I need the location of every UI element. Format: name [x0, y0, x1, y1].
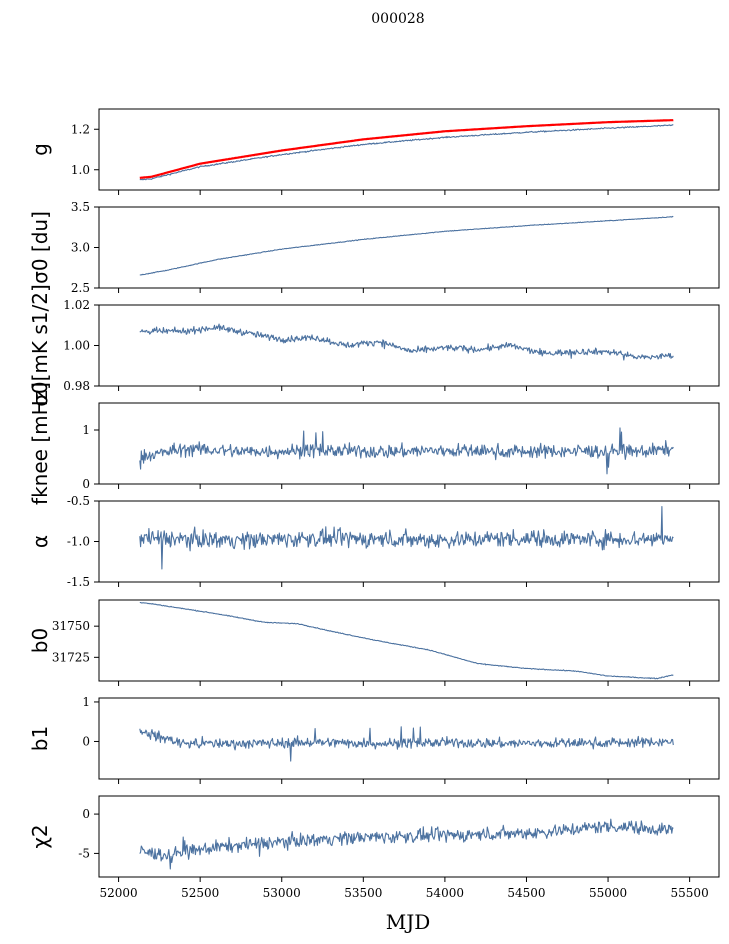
y-axis-label: χ2 — [28, 824, 52, 848]
panel-4: 0 1 fknee [mHz] — [28, 382, 720, 505]
y-axis-label: g — [28, 143, 52, 156]
panel-frame — [98, 108, 720, 191]
y-tick-label: 2.5 — [71, 281, 90, 295]
panel-3: 0.98 1.00 1.02 σ0[mK s1/2] — [28, 284, 720, 407]
y-axis-label: α — [28, 535, 52, 548]
y-tick-label: 0 — [82, 807, 90, 821]
y-axis-label: σ0 [du] — [28, 211, 52, 284]
panels: 1.0 1.2 g 2.5 3.0 3.5 σ0 [du] 0.98 1.00 1.02 σ0[mK… — [28, 108, 720, 882]
series-line — [139, 323, 674, 361]
y-tick-label: 1.0 — [71, 163, 90, 177]
series-line — [139, 124, 674, 181]
y-tick-label: 0.98 — [63, 379, 90, 393]
series-line — [139, 427, 674, 475]
panel-frame — [98, 402, 720, 485]
y-tick-label: 31750 — [52, 619, 90, 633]
y-tick-label: -0.5 — [67, 494, 90, 508]
y-tick-label: 31725 — [52, 650, 90, 664]
y-tick-label: 1.02 — [63, 298, 90, 312]
x-tick-label: 55500 — [671, 886, 709, 900]
y-tick-label: -1.0 — [67, 535, 90, 549]
panel-frame — [98, 599, 720, 682]
x-tick-label: 54500 — [507, 886, 545, 900]
x-tick-label: 53500 — [344, 886, 382, 900]
y-tick-label: 0 — [82, 477, 90, 491]
x-tick-label: 54000 — [426, 886, 464, 900]
y-tick-label: 1.00 — [63, 339, 90, 353]
y-tick-label: 1 — [82, 695, 90, 709]
y-tick-label: 0 — [82, 734, 90, 748]
x-tick-labels: 52000 52500 53000 53500 54000 54500 55000 55500 — [99, 886, 708, 900]
y-axis-label: σ0[mK s1/2] — [28, 284, 52, 407]
series-line — [139, 215, 674, 276]
y-tick-label: -5 — [78, 846, 90, 860]
series-line — [139, 601, 674, 680]
panel-2: 2.5 3.0 3.5 σ0 [du] — [28, 200, 720, 295]
y-tick-label: 3.0 — [71, 241, 90, 255]
panel-7: 0 1 b1 — [28, 695, 720, 784]
panel-8: -5 0 χ2 — [28, 795, 720, 882]
series-line — [139, 818, 674, 870]
panel-frame — [98, 304, 720, 387]
y-tick-label: 3.5 — [71, 200, 90, 214]
y-axis-label: b1 — [28, 726, 52, 751]
overlay-series-line — [139, 119, 674, 179]
series-line — [139, 726, 674, 762]
y-tick-label: 1.2 — [71, 122, 90, 136]
x-tick-label: 55000 — [589, 886, 627, 900]
panel-5: -1.5 -1.0 -0.5 α — [28, 494, 720, 589]
x-tick-label: 52500 — [181, 886, 219, 900]
y-axis-label: b0 — [28, 628, 52, 653]
x-axis-label: MJD — [386, 910, 431, 934]
y-tick-label: 1 — [82, 423, 90, 437]
x-tick-label: 53000 — [263, 886, 301, 900]
panel-1: 1.0 1.2 g — [28, 108, 720, 195]
y-tick-label: -1.5 — [67, 575, 90, 589]
series-line — [139, 506, 674, 570]
x-tick-label: 52000 — [99, 886, 137, 900]
figure-title: 000028 — [371, 11, 424, 27]
panel-frame — [98, 697, 720, 780]
y-axis-label: fknee [mHz] — [28, 382, 52, 505]
panel-frame — [98, 795, 720, 878]
